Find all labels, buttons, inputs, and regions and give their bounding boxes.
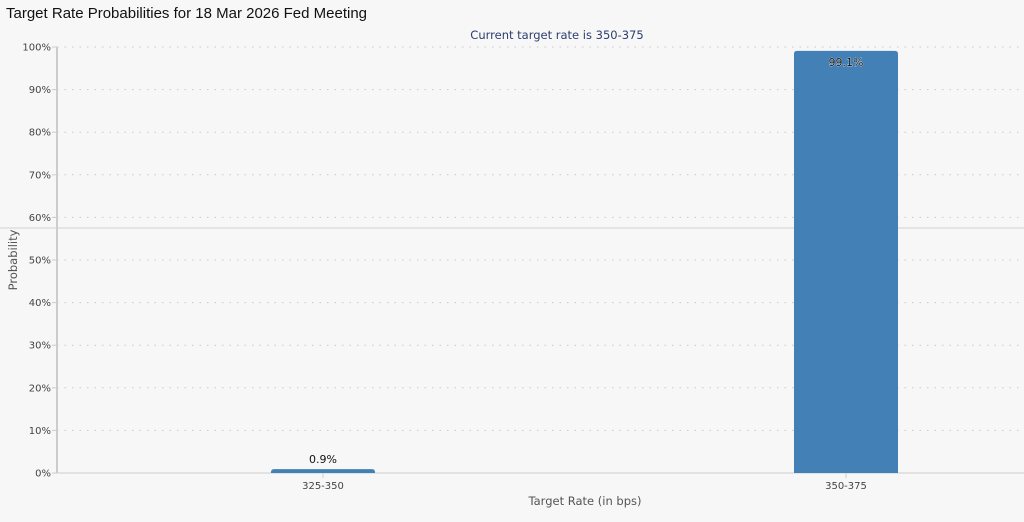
chart-subtitle: Current target rate is 350-375 [470,28,643,42]
y-tick-label: 100% [22,43,51,54]
data-label: 0.9% [309,453,337,466]
bar-350-375[interactable] [794,50,898,474]
y-tick-label: 0% [35,469,51,480]
y-tick-label: 60% [29,213,51,224]
y-tick-label: 90% [29,85,51,96]
x-tick-label: 325-350 [302,481,344,492]
y-axis-label: Probability [6,229,20,290]
y-tick-label: 50% [29,256,51,267]
bar-325-350[interactable] [271,469,375,473]
y-tick-label: 70% [29,170,51,181]
x-axis-label: Target Rate (in bps) [528,494,642,508]
y-tick-label: 40% [29,298,51,309]
chart-title: Target Rate Probabilities for 18 Mar 202… [6,5,368,22]
data-label: 99.1% [829,56,864,69]
x-tick-label: 350-375 [825,481,867,492]
y-tick-label: 20% [29,383,51,394]
y-tick-label: 10% [29,426,51,437]
y-tick-label: 30% [29,341,51,352]
y-tick-label: 80% [29,128,51,139]
